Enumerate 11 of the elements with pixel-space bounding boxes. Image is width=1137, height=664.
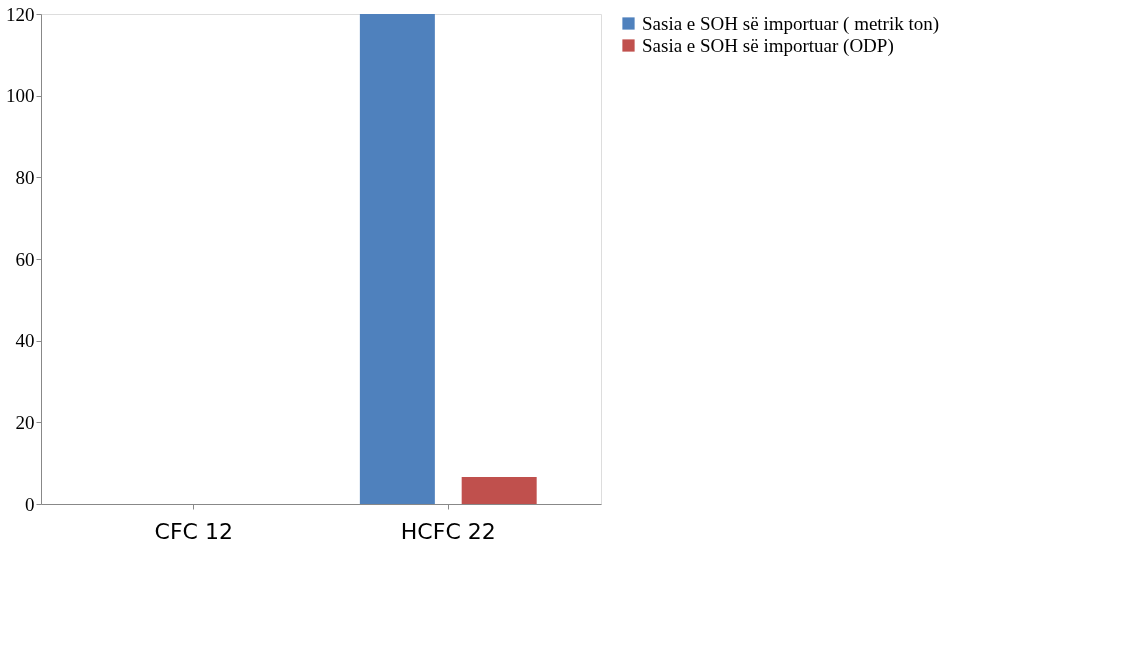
- y-tick-label: 40: [15, 330, 35, 352]
- y-tick-label: 20: [15, 411, 35, 433]
- y-tick-label: 100: [6, 85, 35, 107]
- x-tick-label: CFC 12: [154, 518, 233, 544]
- legend-label: Sasia e SOH së importuar (ODP): [642, 34, 894, 57]
- x-tick-label: HCFC 22: [400, 518, 496, 544]
- y-tick-label: 0: [25, 493, 35, 515]
- y-tick-label: 80: [15, 166, 35, 188]
- legend-label: Sasia e SOH së importuar ( metrik ton): [642, 12, 940, 35]
- y-tick-label: 120: [6, 3, 35, 25]
- y-tick-label: 60: [15, 248, 35, 270]
